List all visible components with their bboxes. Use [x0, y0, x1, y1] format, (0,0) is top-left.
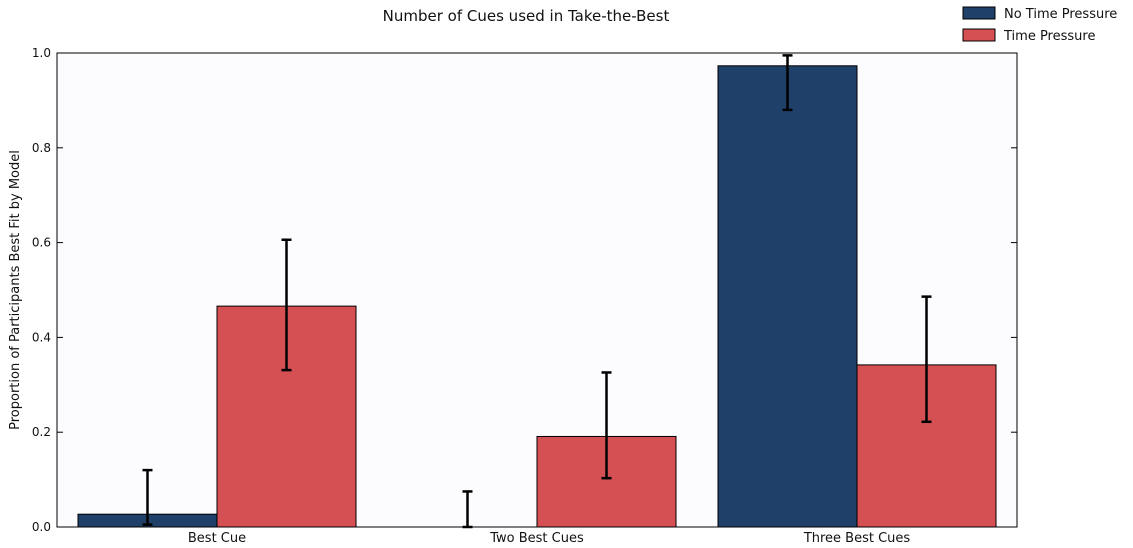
y-tick-label: 0.4: [32, 330, 51, 344]
error-bar: [782, 54, 793, 112]
y-tick-label: 0.8: [32, 141, 51, 155]
y-axis-label: Proportion of Participants Best Fit by M…: [8, 150, 23, 430]
y-tick-label: 0.2: [32, 425, 51, 439]
error-bar: [281, 238, 292, 372]
y-tick-label: 0.0: [32, 520, 51, 534]
x-tick-label: Best Cue: [188, 531, 246, 546]
y-tick-label: 1.0: [32, 46, 51, 60]
x-axis: Best Cue Two Best Cues Three Best Cues: [188, 521, 911, 546]
error-bar: [921, 295, 932, 424]
x-tick-label: Two Best Cues: [489, 531, 584, 546]
error-bar: [601, 371, 612, 480]
legend-label: No Time Pressure: [1004, 7, 1117, 22]
legend: No Time Pressure Time Pressure: [962, 6, 1117, 44]
bar-no-time-pressure: [717, 65, 858, 528]
x-tick-label: Three Best Cues: [803, 531, 911, 546]
y-axis: 0.0 0.2 0.4 0.6 0.8 1.0: [32, 46, 1017, 534]
y-tick-label: 0.6: [32, 236, 51, 250]
legend-swatch: [962, 6, 996, 20]
chart-title: Number of Cues used in Take-the-Best: [383, 7, 670, 25]
error-bar: [142, 468, 153, 526]
legend-label: Time Pressure: [1003, 29, 1095, 44]
error-bars-layer: [142, 54, 932, 529]
legend-swatch: [962, 28, 996, 42]
